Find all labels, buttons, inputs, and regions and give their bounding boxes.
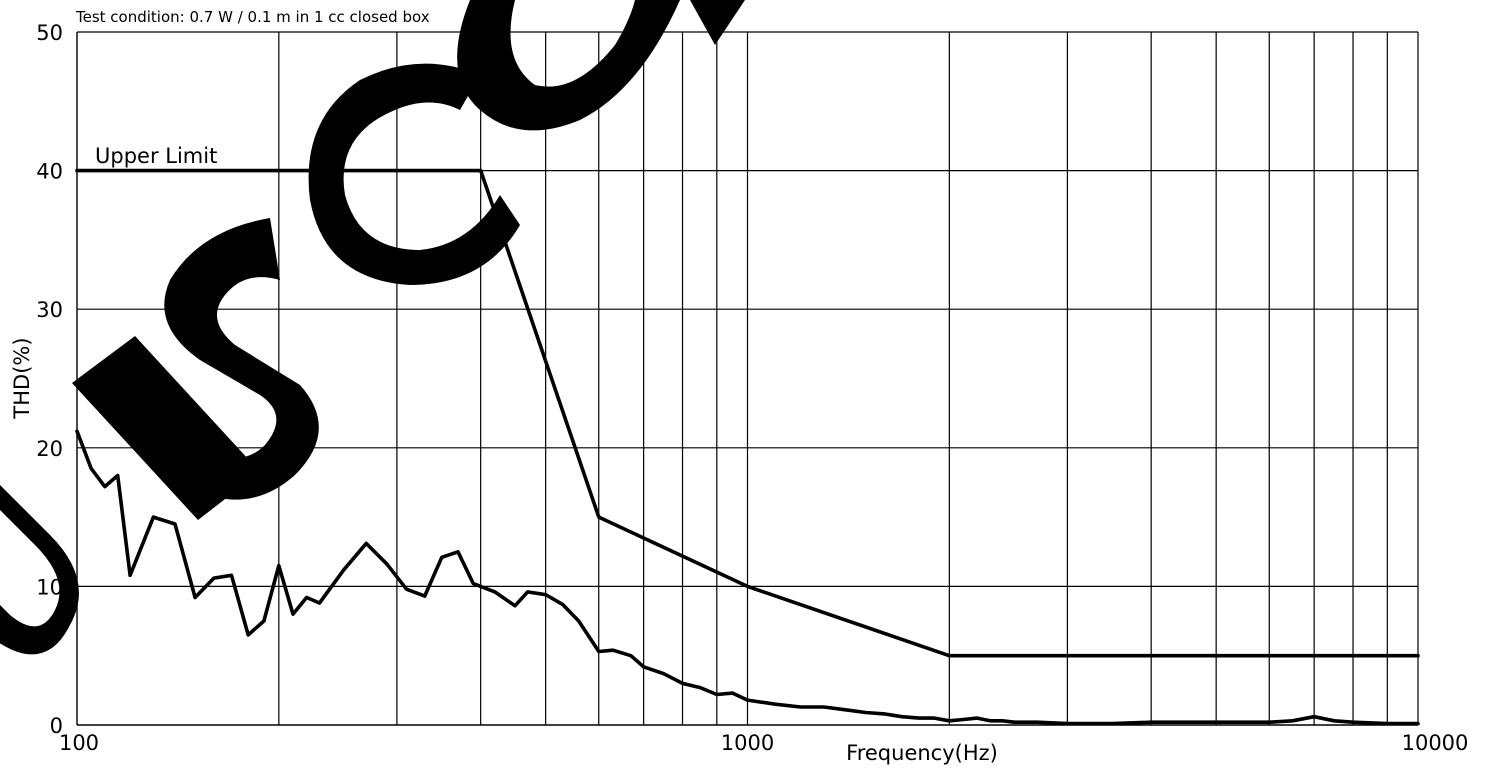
chart-title: Test condition: 0.7 W / 0.1 m in 1 cc cl… [75, 8, 430, 26]
x-tick-label-10000: 10000 [1402, 731, 1469, 755]
watermark-letter-c [308, 63, 520, 285]
watermark-slash [690, 0, 745, 45]
grid [76, 31, 1419, 726]
series-layer [75, 168, 1420, 726]
upper-limit-line [75, 168, 1420, 658]
watermark-letter-o [457, 0, 680, 131]
watermark-logo [0, 0, 745, 655]
labels: 0 10 20 30 40 50 100 1000 10000 [36, 21, 1468, 755]
thd-measurement-line [75, 429, 1420, 726]
x-tick-label-100: 100 [59, 731, 99, 755]
y-tick-label-20: 20 [36, 437, 63, 461]
y-tick-label-50: 50 [36, 21, 63, 45]
y-tick-label-0: 0 [50, 714, 63, 738]
y-tick-label-30: 30 [36, 298, 63, 322]
upper-limit-annotation: Upper Limit [95, 144, 217, 168]
y-tick-label-10: 10 [36, 575, 63, 599]
y-axis-title: THD(%) [10, 337, 34, 419]
x-axis-title: Frequency(Hz) [846, 741, 998, 765]
y-tick-label-40: 40 [36, 160, 63, 184]
watermark-letter-s [164, 218, 319, 500]
x-tick-label-1000: 1000 [721, 731, 774, 755]
watermark-letter-d [0, 485, 79, 655]
